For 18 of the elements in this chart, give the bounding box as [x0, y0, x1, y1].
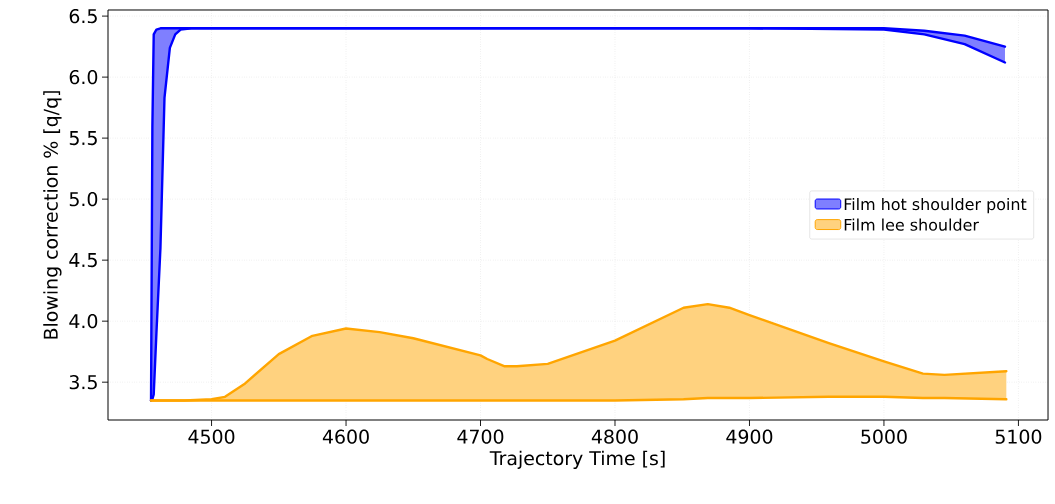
legend-label: Film lee shoulder [844, 218, 979, 231]
x-tick-label: 4700 [457, 429, 504, 444]
x-tick-label: 4600 [322, 429, 369, 444]
x-tick-label: 4800 [591, 429, 638, 444]
y-tick-label: 5.5 [69, 131, 97, 146]
x-tick-label: 4900 [726, 429, 773, 444]
y-tick-label: 5.0 [69, 191, 98, 207]
y-axis-title: Blowing correction % [q/q] [43, 91, 62, 339]
y-tick-label: 4.0 [69, 314, 98, 329]
y-tick-label: 4.5 [69, 253, 97, 268]
x-tick-label: 5000 [861, 429, 907, 444]
y-tick-label: 6.0 [69, 69, 98, 85]
y-tick-label: 6.5 [69, 8, 97, 24]
x-tick-label: 4500 [188, 429, 235, 444]
legend-label: Film hot shoulder point [844, 197, 1027, 214]
x-axis-title: Trajectory Time [s] [489, 450, 665, 469]
y-tick-label: 3.5 [69, 375, 97, 390]
x-tick-label: 5100 [995, 429, 1042, 444]
